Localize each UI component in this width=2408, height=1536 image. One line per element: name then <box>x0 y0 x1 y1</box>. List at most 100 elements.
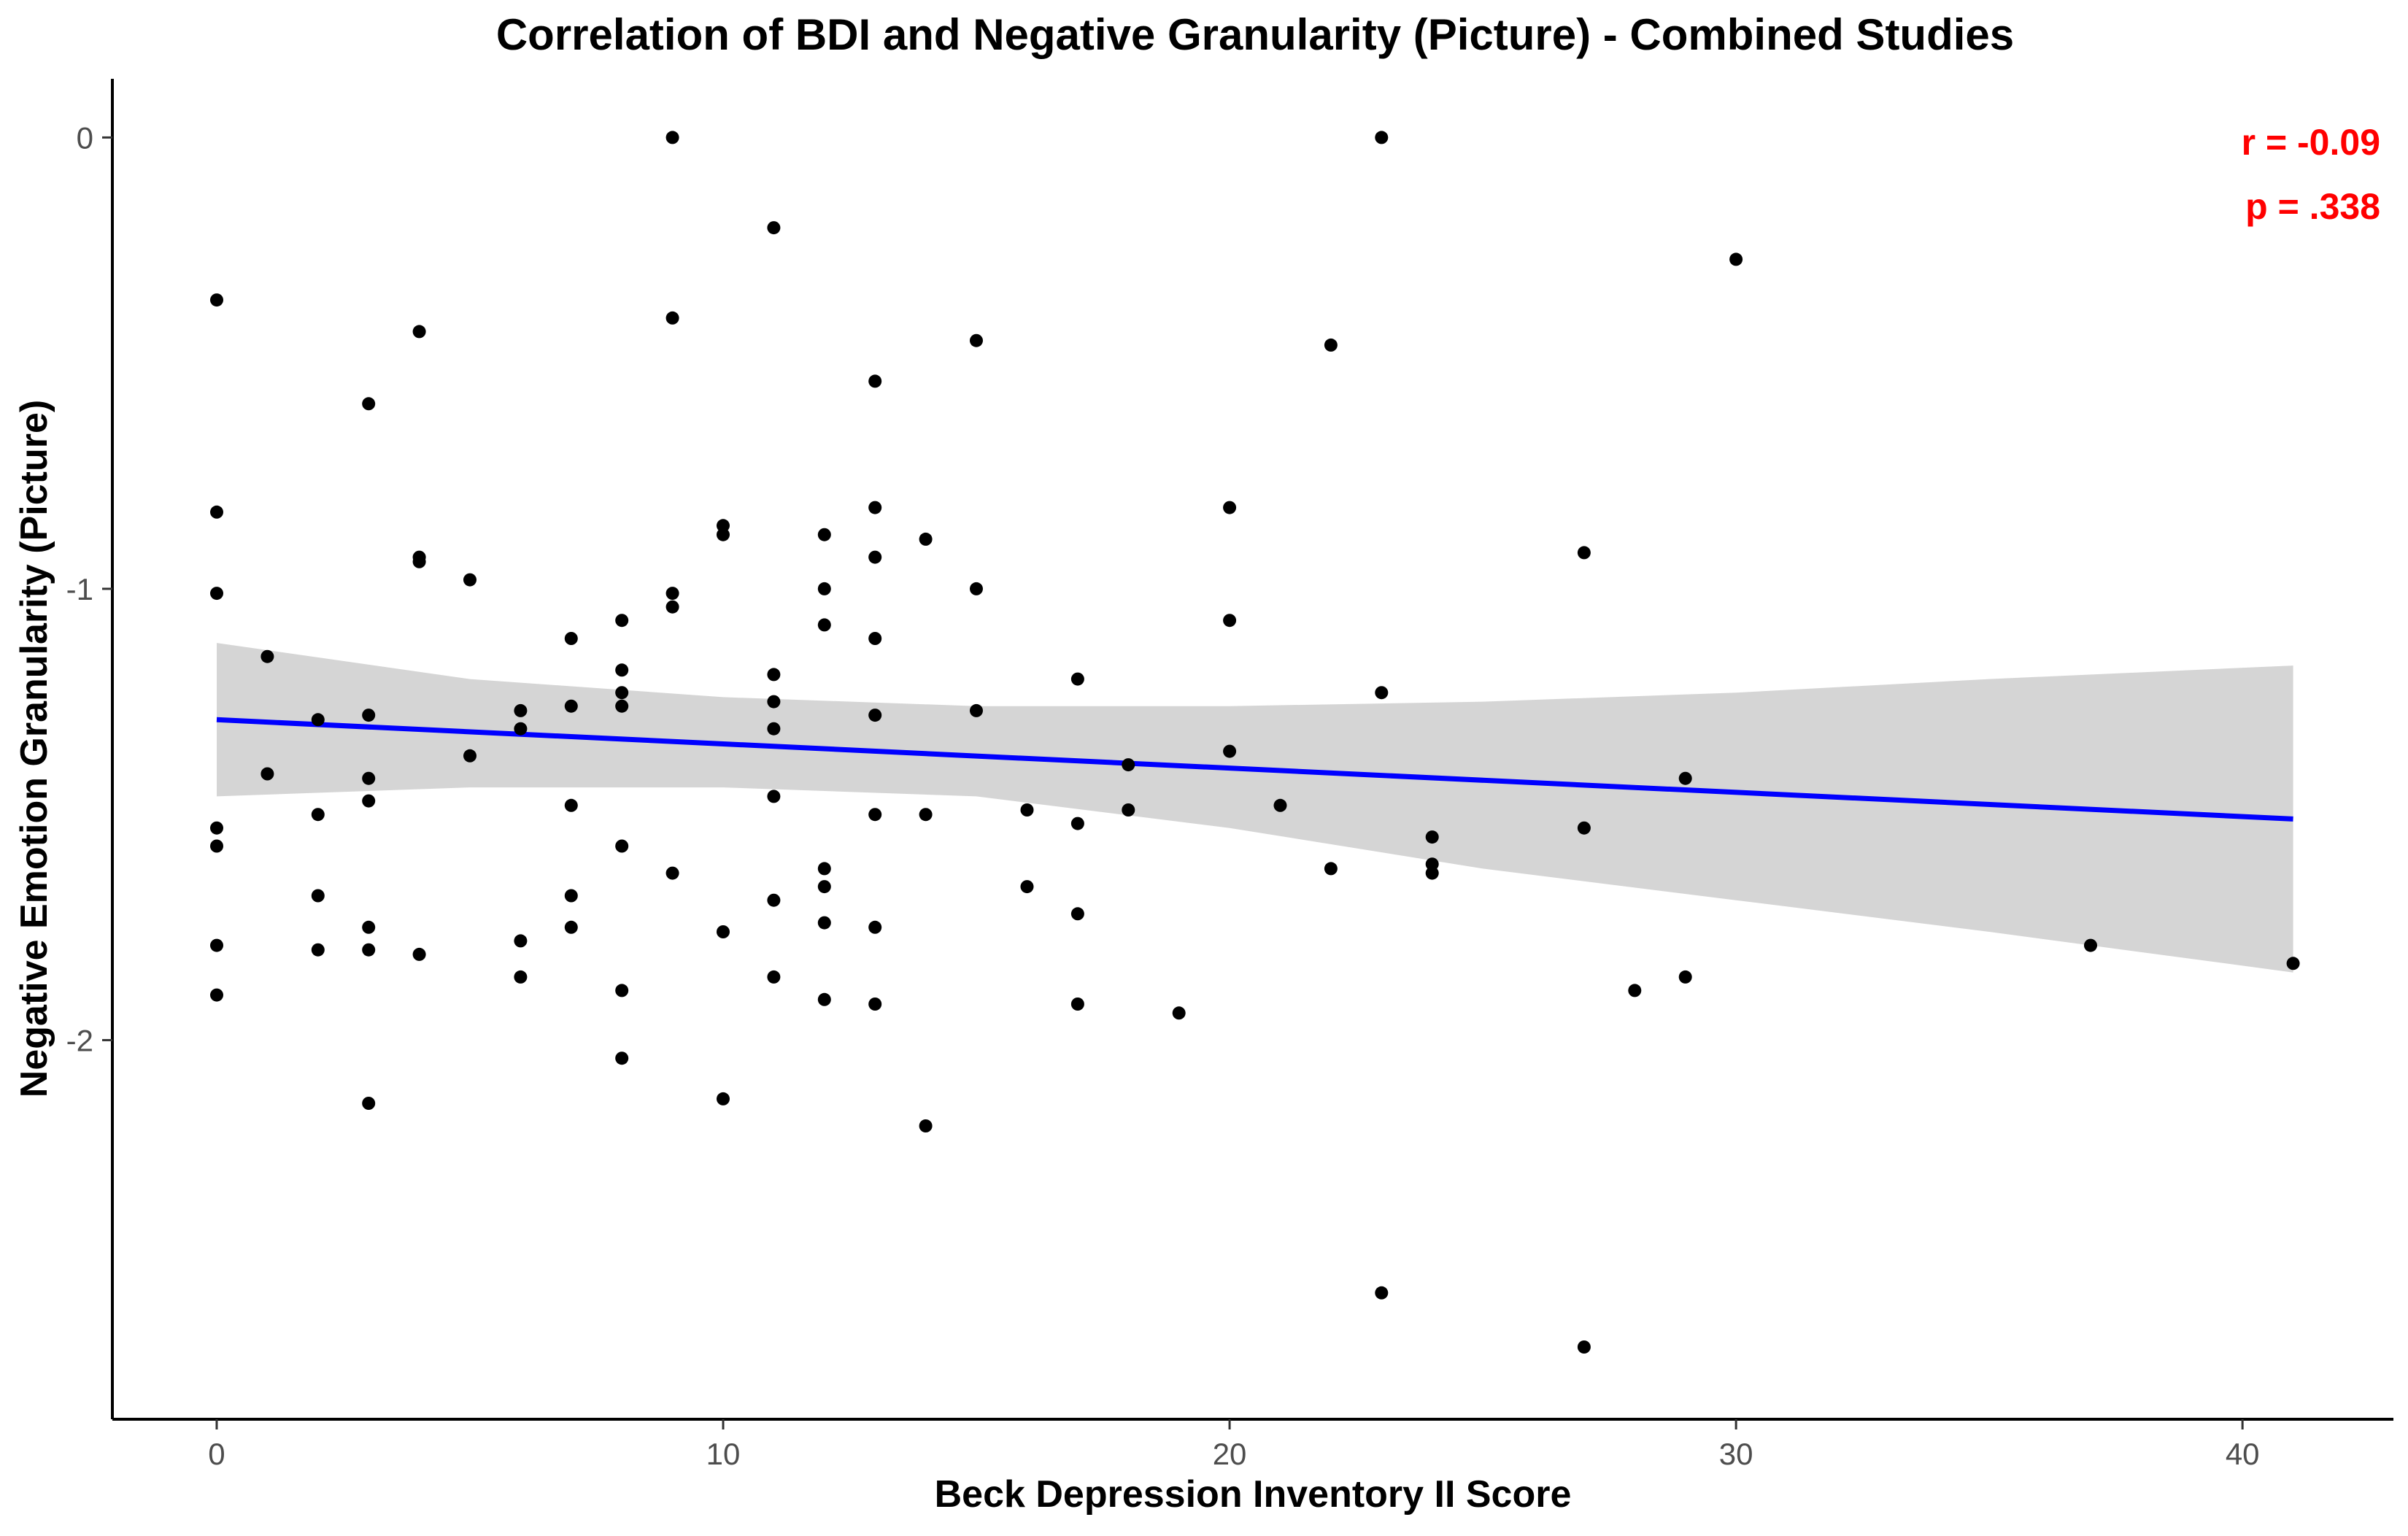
data-point <box>868 632 882 645</box>
data-point <box>210 505 223 519</box>
data-point <box>1375 686 1389 700</box>
data-point <box>210 938 223 952</box>
data-point <box>615 984 629 997</box>
data-point <box>868 709 882 722</box>
data-point <box>1324 338 1338 352</box>
data-point <box>412 555 426 568</box>
data-point <box>2084 938 2097 952</box>
data-point <box>1729 252 1743 266</box>
data-point <box>817 528 831 541</box>
data-point <box>665 131 679 144</box>
regression-line <box>216 717 2293 822</box>
data-point <box>868 501 882 514</box>
confidence-band <box>217 643 2293 973</box>
data-point <box>665 311 679 325</box>
data-point <box>970 333 983 347</box>
data-point <box>615 614 629 628</box>
data-point <box>311 808 325 822</box>
data-point <box>362 943 376 957</box>
data-point <box>817 618 831 632</box>
x-tick-label: 20 <box>1213 1437 1247 1471</box>
data-point <box>311 713 325 727</box>
data-point <box>868 374 882 388</box>
data-point <box>817 880 831 894</box>
data-point <box>717 925 730 938</box>
data-point <box>1577 821 1591 835</box>
data-point <box>1375 1286 1389 1300</box>
data-point <box>1324 862 1338 876</box>
p-value-label: p = .338 <box>2245 186 2380 227</box>
data-point <box>210 839 223 853</box>
x-tick-label: 10 <box>706 1437 741 1471</box>
data-point <box>261 767 274 781</box>
data-point <box>615 839 629 853</box>
data-point <box>514 970 528 984</box>
data-point <box>665 600 679 614</box>
data-point <box>210 988 223 1002</box>
data-point <box>615 699 629 713</box>
y-axis-title: Negative Emotion Granularity (Picture) <box>13 400 55 1097</box>
data-point <box>1223 501 1237 514</box>
data-point <box>1020 803 1034 817</box>
data-point <box>564 632 578 645</box>
data-point <box>1070 997 1084 1011</box>
data-point <box>514 703 528 717</box>
data-point <box>210 587 223 601</box>
data-point <box>767 722 781 736</box>
data-point <box>1577 546 1591 560</box>
data-point <box>463 573 476 587</box>
data-point <box>767 893 781 907</box>
data-point <box>463 749 476 763</box>
data-point <box>362 794 376 808</box>
data-point <box>868 550 882 564</box>
data-point <box>1425 857 1439 871</box>
data-point <box>868 808 882 822</box>
data-point <box>1223 614 1237 628</box>
data-point <box>767 970 781 984</box>
data-point <box>817 582 831 595</box>
data-point <box>1122 803 1135 817</box>
data-point <box>412 947 426 961</box>
data-point <box>412 325 426 339</box>
data-point <box>717 519 730 533</box>
data-point <box>514 934 528 948</box>
data-point <box>362 920 376 934</box>
x-axis-title: Beck Depression Inventory II Score <box>935 1473 1572 1516</box>
data-point <box>1070 817 1084 830</box>
data-point <box>311 889 325 903</box>
data-point <box>1070 907 1084 921</box>
data-point <box>868 997 882 1011</box>
data-point <box>665 866 679 880</box>
data-point <box>1425 830 1439 844</box>
data-point <box>362 397 376 411</box>
data-point <box>868 920 882 934</box>
data-point <box>1122 758 1135 772</box>
data-point <box>717 528 730 541</box>
data-point <box>817 916 831 930</box>
data-point <box>767 790 781 803</box>
data-point <box>564 798 578 812</box>
data-point <box>1273 798 1287 812</box>
x-tick-label: 0 <box>208 1437 225 1471</box>
data-point <box>717 1092 730 1105</box>
data-point <box>311 943 325 957</box>
data-point <box>919 1119 933 1132</box>
data-point <box>1070 672 1084 686</box>
data-point <box>665 587 679 601</box>
data-point <box>210 821 223 835</box>
data-point <box>970 582 983 595</box>
correlation-r-label: r = -0.09 <box>2242 122 2380 163</box>
y-tick-label: -2 <box>66 1023 93 1057</box>
data-point <box>615 1051 629 1065</box>
data-point <box>767 695 781 709</box>
data-point <box>564 699 578 713</box>
y-tick-label: -1 <box>66 572 93 606</box>
data-point <box>210 293 223 307</box>
data-point <box>817 862 831 876</box>
data-point <box>1425 866 1439 880</box>
x-tick-label: 30 <box>1719 1437 1753 1471</box>
data-point <box>514 722 528 736</box>
data-point <box>564 889 578 903</box>
data-point <box>970 703 983 717</box>
